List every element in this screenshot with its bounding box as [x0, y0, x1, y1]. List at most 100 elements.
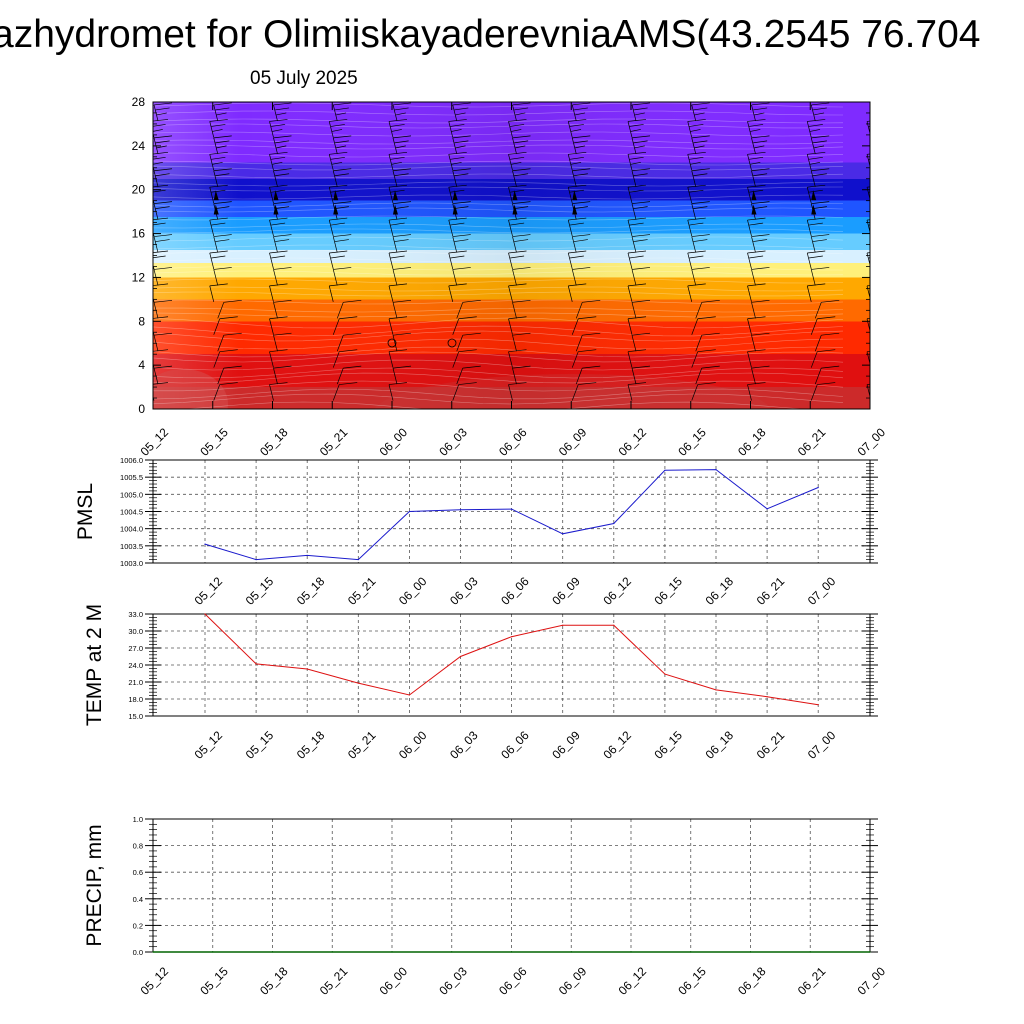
- wind-barb-flag: [334, 107, 349, 111]
- wind-barb-flag: [812, 107, 827, 111]
- y-tick-label: 0.6: [133, 868, 143, 877]
- wind-barb-flag: [629, 255, 644, 259]
- wind-barb-flag: [153, 102, 173, 106]
- wind-barb-flag: [753, 140, 768, 144]
- wind-barb-flag: [630, 129, 641, 132]
- y-tick-label: 1005.5: [120, 473, 143, 482]
- wind-barb-flag: [809, 161, 821, 165]
- wind-barb-staff: [687, 285, 693, 302]
- contour-line: [153, 325, 844, 337]
- wind-barb-flag: [395, 145, 406, 149]
- wind-barb-flag: [451, 129, 462, 132]
- wind-barb-flag: [750, 129, 761, 132]
- y-tick-label: 18.0: [128, 695, 143, 704]
- data-point: [570, 951, 572, 953]
- wind-barb-staff: [392, 137, 398, 154]
- x-tick-label: 05_18: [294, 574, 328, 608]
- wind-barb-staff: [810, 104, 816, 122]
- wind-barb-flag: [691, 201, 710, 204]
- wind-barb-staff: [512, 137, 517, 154]
- wind-barb-staff: [810, 384, 818, 401]
- data-point: [306, 668, 308, 670]
- x-tick-label: 07_00: [805, 574, 839, 608]
- wind-barb-flag: [568, 119, 587, 122]
- wind-barb-staff: [751, 170, 756, 187]
- contour-line: [153, 312, 844, 318]
- x-tick-label: 05_12: [138, 425, 172, 459]
- wind-barb-flag: [153, 255, 166, 259]
- wind-barb-flag: [631, 365, 651, 369]
- wind-barb-flag: [219, 349, 238, 353]
- wind-barb-flag: [219, 316, 238, 320]
- wind-barb-flag: [871, 300, 889, 302]
- wind-barb-flag: [568, 250, 587, 254]
- wind-barb-flag: [821, 365, 840, 369]
- wind-barb-flag: [631, 234, 651, 237]
- wind-barb-staff: [209, 220, 215, 237]
- wind-barb-flag: [451, 161, 462, 165]
- wind-barb-flag: [211, 156, 226, 160]
- x-tick-label: 07_00: [805, 728, 839, 762]
- wind-barb-flag: [394, 140, 409, 144]
- wind-barb-staff: [627, 121, 633, 138]
- data-point: [690, 951, 692, 953]
- wind-barb-flag: [747, 349, 766, 353]
- x-tick-label: 06_18: [703, 728, 737, 762]
- wind-barb-staff: [871, 105, 875, 121]
- wind-barb-flag: [694, 112, 705, 116]
- wind-barb-flag: [582, 365, 601, 369]
- y-tick-label: 1004.5: [120, 508, 143, 517]
- contour-line: [153, 249, 844, 255]
- wind-barb-staff: [806, 154, 812, 171]
- wind-barb-flag: [693, 206, 708, 209]
- wind-barb-staff: [209, 187, 215, 204]
- data-point: [510, 951, 513, 953]
- wind-barb-flag: [633, 107, 648, 111]
- wind-barb-staff: [631, 203, 637, 220]
- wind-pennant: [871, 190, 876, 200]
- wind-barb-staff: [332, 384, 340, 401]
- wind-barb-flag: [153, 316, 169, 319]
- data-point: [306, 554, 308, 557]
- wind-barb-staff: [452, 318, 460, 335]
- wind-barb-flag: [687, 184, 706, 188]
- wind-pennant: [213, 204, 219, 215]
- x-tick-label: 06_09: [549, 574, 583, 608]
- wind-barb-staff: [217, 302, 225, 319]
- wind-barb-staff: [571, 269, 577, 286]
- data-point: [408, 510, 410, 513]
- wind-barb-flag: [272, 129, 283, 132]
- wind-barb-flag: [569, 156, 584, 160]
- wind-barb-staff: [691, 170, 697, 187]
- y-tick-label: 0.4: [133, 895, 143, 904]
- page-title: azhydromet for OlimiiskayaderevniaAMS(43…: [0, 13, 981, 56]
- wind-barb-staff: [269, 252, 274, 270]
- wind-barb-staff: [810, 137, 816, 154]
- wind-barb-flag: [817, 382, 836, 385]
- y-tick-label: 24: [132, 139, 146, 153]
- wind-barb-flag: [578, 349, 597, 353]
- wind-barb-flag: [751, 299, 770, 303]
- wind-barb-flag: [747, 217, 766, 221]
- wind-barb-flag: [808, 189, 823, 193]
- wind-barb-staff: [627, 154, 633, 171]
- y-tick-label: 21.0: [128, 678, 143, 687]
- wind-barb-flag: [215, 206, 230, 209]
- x-tick-label: 06_18: [703, 574, 737, 608]
- warm-core: [153, 369, 228, 409]
- wind-barb-staff: [328, 252, 334, 270]
- wind-barb-flag: [691, 168, 710, 172]
- wind-barb-flag: [153, 382, 169, 385]
- wind-barb-flag: [512, 168, 531, 172]
- x-tick-label: 06_03: [447, 728, 481, 762]
- wind-barb-flag: [627, 283, 647, 287]
- wind-barb-staff: [871, 204, 875, 220]
- wind-barb-flag: [153, 161, 163, 165]
- x-tick-label: 06_06: [496, 964, 530, 998]
- wind-barb-staff: [627, 252, 633, 270]
- pmsl-panel: 1003.0 1003.5 1004.0 1004.5 1005.0 1005.5 1006…: [74, 456, 878, 608]
- data-point: [391, 951, 393, 953]
- wind-barb-staff: [571, 318, 579, 335]
- x-tick-label: 05_21: [345, 574, 379, 608]
- wind-barb-staff: [213, 104, 219, 122]
